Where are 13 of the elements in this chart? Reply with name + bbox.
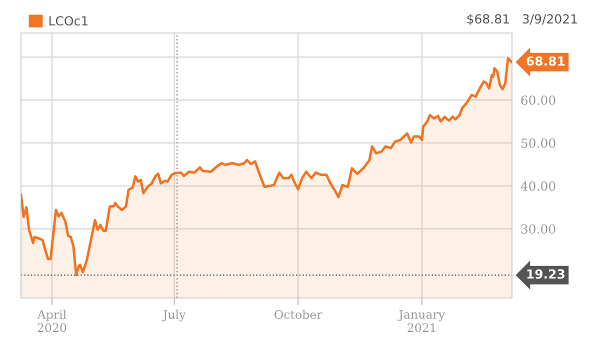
text: 3/9/2021 [522, 14, 577, 25]
x-tick-label: October [274, 310, 322, 319]
y-tick-label: 60.00 [521, 95, 556, 105]
annotation: 68.81 [526, 56, 565, 66]
y-tick-label: 40.00 [520, 181, 556, 191]
ref-line-label: 19.23 [527, 269, 564, 279]
x-tick-label: April 2020 [37, 310, 66, 332]
x-tick-label: July [162, 310, 186, 322]
x-tick-label: January 2021 [398, 310, 445, 332]
text: $68.81 [467, 14, 509, 26]
y-tick-label: 30.00 [521, 224, 556, 234]
y-tick-label: 50.00 [521, 138, 556, 148]
legend-label: LCOc1 [49, 16, 88, 26]
